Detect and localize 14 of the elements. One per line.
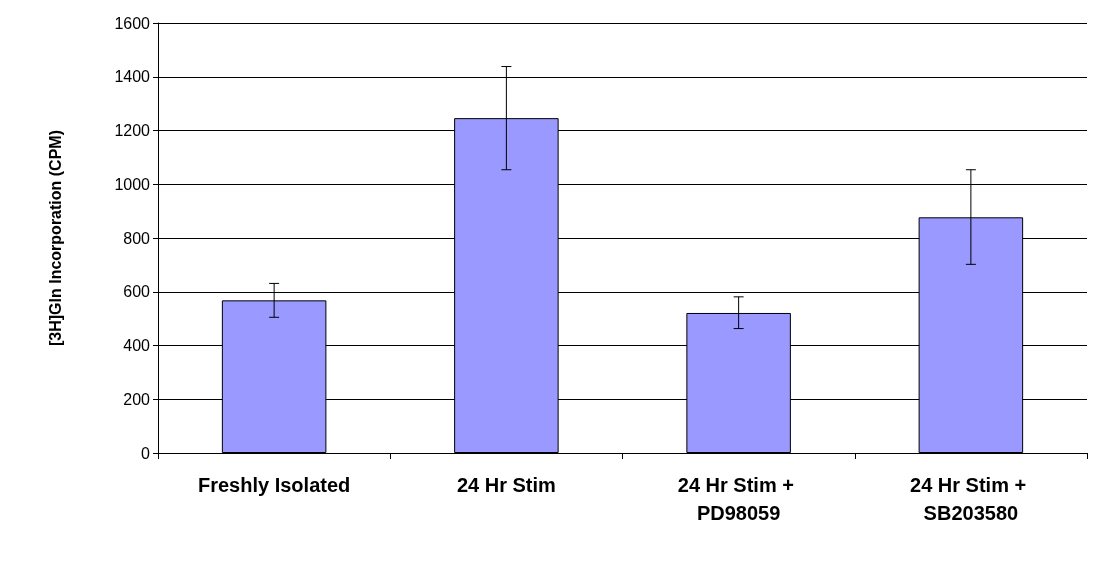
y-axis-title: [3H]Gln Incorporation (CPM) — [46, 130, 64, 346]
y-tick-label: 1400 — [114, 68, 151, 86]
x-tick-label: 24 Hr Stim + PD98059 — [677, 474, 800, 524]
y-tick-label: 1600 — [114, 14, 151, 32]
y-tick-label: 400 — [123, 337, 151, 354]
y-tick-label: 0 — [141, 444, 151, 462]
y-tick-label: 800 — [123, 229, 151, 247]
y-tick-label: 1000 — [114, 175, 151, 193]
x-tick-label: 24 Hr Stim + SB203580 — [910, 474, 1032, 524]
y-tick-label: 600 — [123, 283, 151, 301]
y-tick-label: 200 — [123, 390, 151, 408]
y-tick-label: 1200 — [114, 122, 151, 139]
x-tick-label: Freshly Isolated — [197, 474, 351, 496]
x-tick-label: 24 Hr Stim — [456, 474, 556, 496]
